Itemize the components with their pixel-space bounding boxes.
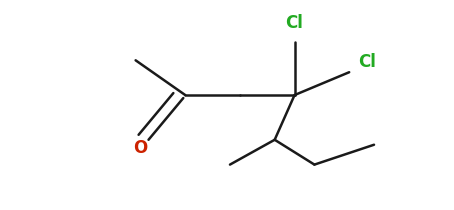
Text: Cl: Cl (286, 14, 303, 32)
Text: O: O (133, 139, 148, 157)
Text: Cl: Cl (358, 53, 376, 71)
